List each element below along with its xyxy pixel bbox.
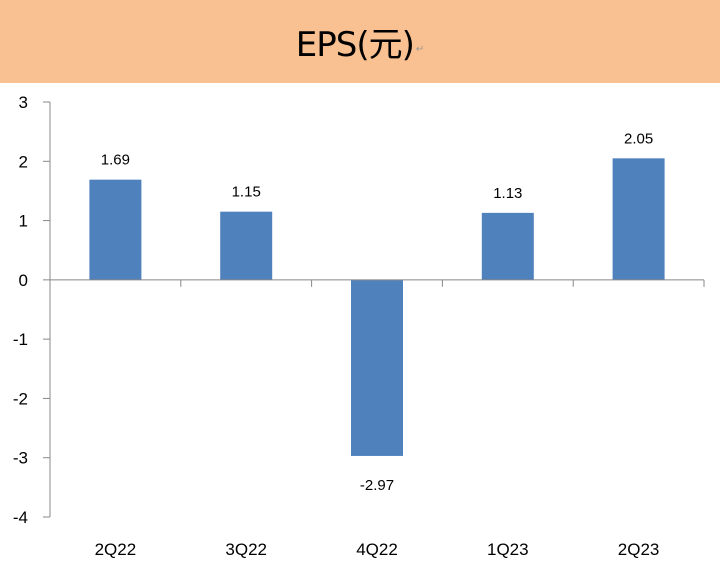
bar-4q22 xyxy=(351,279,403,456)
data-label: 2.05 xyxy=(624,130,653,147)
bar-3q22 xyxy=(220,211,273,280)
data-label: 1.15 xyxy=(232,184,261,201)
data-label: -2.97 xyxy=(360,477,394,494)
data-label: 1.69 xyxy=(101,152,130,169)
y-tick-label: 2 xyxy=(19,152,28,171)
x-tick-label: 4Q22 xyxy=(356,540,398,559)
y-tick-label: -2 xyxy=(13,389,28,408)
y-tick-label: -4 xyxy=(13,508,28,527)
x-tick-label: 2Q22 xyxy=(95,540,137,559)
bar-2q22 xyxy=(89,179,142,280)
bar-1q23 xyxy=(481,212,534,280)
y-tick-label: -1 xyxy=(13,330,28,349)
data-label: 1.13 xyxy=(493,185,522,202)
bar-2q23 xyxy=(612,158,665,280)
y-tick-label: 3 xyxy=(19,93,28,112)
x-tick-label: 3Q22 xyxy=(225,540,267,559)
chart-title: EPS(元) xyxy=(295,25,415,65)
y-tick-label: 0 xyxy=(19,271,28,290)
title-banner: EPS(元) ↵ xyxy=(0,0,720,83)
y-tick-label: 1 xyxy=(19,212,28,231)
x-tick-label: 1Q23 xyxy=(487,540,529,559)
y-tick-label: -3 xyxy=(13,449,28,468)
x-tick-label: 2Q23 xyxy=(618,540,660,559)
paragraph-mark-icon: ↵ xyxy=(415,44,425,55)
